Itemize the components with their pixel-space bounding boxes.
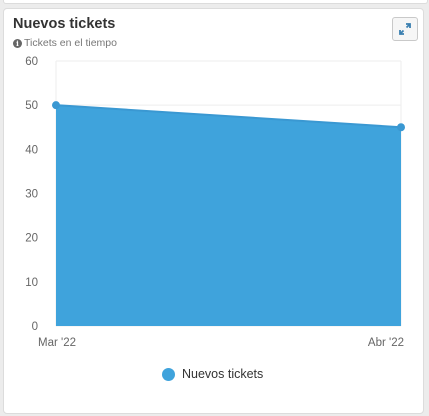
chart-legend[interactable]: Nuevos tickets [162,367,263,381]
area-chart: 0 10 20 30 40 50 60 Mar '22 Abr '22 [25,56,405,349]
y-tick-label: 0 [32,321,38,333]
legend-marker [162,367,175,381]
series-line [55,104,402,129]
area-fill [56,105,401,327]
card-subtitle-text: Tickets en el tiempo [24,37,117,49]
y-tick-label: 60 [25,56,38,68]
y-tick-label: 30 [25,189,38,201]
card-subtitle: i Tickets en el tiempo [13,37,117,49]
x-tick-label: Mar '22 [38,337,76,349]
expand-icon [399,23,411,35]
card-title: Nuevos tickets [13,16,116,32]
y-tick-label: 50 [25,100,38,112]
info-icon: i [13,38,22,48]
legend-label: Nuevos tickets [182,367,264,381]
y-tick-label: 10 [25,277,38,289]
expand-button[interactable] [392,17,418,41]
previous-card-strip [0,0,429,6]
new-tickets-card: Nuevos tickets i Tickets en el tiempo 0 1… [3,8,424,414]
y-tick-label: 20 [25,233,38,245]
y-tick-label: 40 [25,144,38,156]
data-point [397,123,405,132]
x-tick-label: Abr '22 [368,337,404,349]
data-point [52,101,60,110]
previous-card-edge [3,0,428,4]
